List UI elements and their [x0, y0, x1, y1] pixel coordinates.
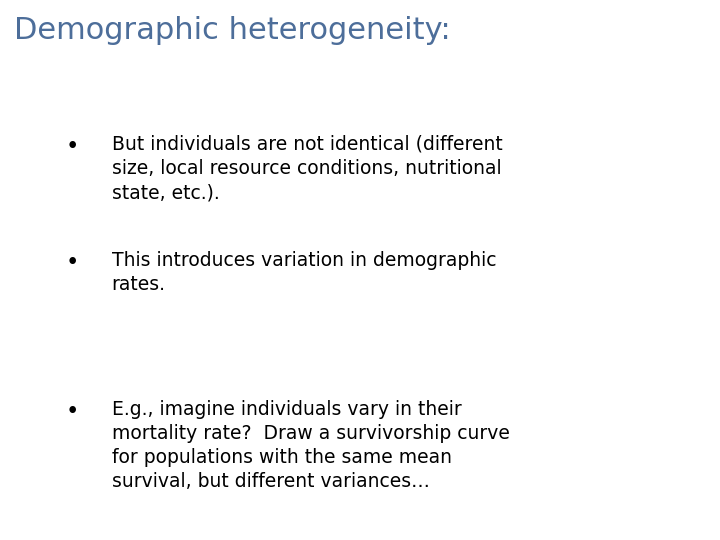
Text: •: •	[66, 400, 78, 423]
Text: •: •	[66, 251, 78, 274]
Text: E.g., imagine individuals vary in their
mortality rate?  Draw a survivorship cur: E.g., imagine individuals vary in their …	[112, 400, 510, 491]
Text: But individuals are not identical (different
size, local resource conditions, nu: But individuals are not identical (diffe…	[112, 135, 503, 202]
Text: •: •	[66, 135, 78, 158]
Text: Demographic heterogeneity:: Demographic heterogeneity:	[14, 16, 451, 45]
Text: This introduces variation in demographic
rates.: This introduces variation in demographic…	[112, 251, 496, 294]
